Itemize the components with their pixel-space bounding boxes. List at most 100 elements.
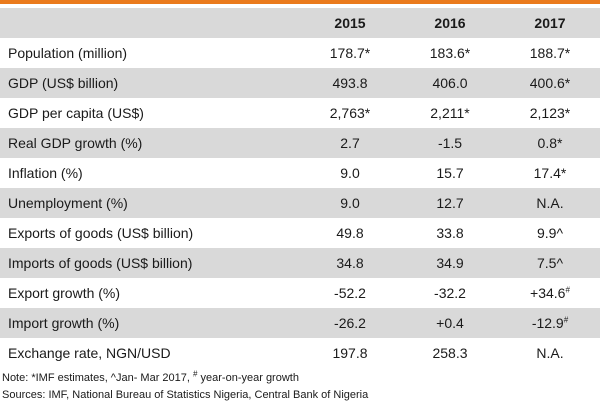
row-label: Imports of goods (US$ billion) [8, 255, 193, 271]
row-label: GDP per capita (US$) [8, 105, 144, 121]
note-hash-superscript: # [193, 369, 198, 379]
table-row: Unemployment (%) 9.0 12.7 N.A. [0, 188, 600, 218]
cell-value: 2.7 [340, 135, 360, 151]
cell-value: -12.9 [531, 315, 564, 331]
cell-value: 34.9 [436, 255, 464, 271]
row-label: Exchange rate, NGN/USD [8, 345, 171, 361]
table-row: Population (million) 178.7* 183.6* 188.7* [0, 38, 600, 68]
cell-value: 9.0 [340, 195, 360, 211]
value-cell-2015: 2,763* [300, 105, 400, 121]
cell-value: 9.9^ [536, 225, 564, 241]
value-cell-2016: 2,211* [400, 105, 500, 121]
cell-value: 33.8 [436, 225, 464, 241]
cell-superscript: # [565, 285, 570, 295]
note-prefix: Note: *IMF estimates, ^Jan- Mar 2017, [2, 372, 194, 384]
value-cell-2015: 49.8 [300, 225, 400, 241]
table-row: Exports of goods (US$ billion) 49.8 33.8 9.… [0, 218, 600, 248]
table-row: Exchange rate, NGN/USD 197.8 258.3 N.A. [0, 338, 600, 368]
cell-value: 15.7 [436, 165, 464, 181]
row-label: Population (million) [8, 45, 128, 61]
note-suffix: year-on-year growth [197, 372, 299, 384]
value-cell-2017: N.A. [500, 195, 600, 211]
cell-value: 493.8 [332, 75, 368, 91]
value-cell-2017: 7.5^ [500, 255, 600, 271]
cell-value: 258.3 [432, 345, 468, 361]
cell-value: 2,123* [529, 105, 571, 121]
cell-value: N.A. [536, 345, 564, 361]
table-row: Imports of goods (US$ billion) 34.8 34.9 7.… [0, 248, 600, 278]
cell-value: -26.2 [334, 315, 366, 331]
note-line: Note: *IMF estimates, ^Jan- Mar 2017, # … [2, 370, 368, 387]
table-row: GDP per capita (US$) 2,763* 2,211* 2,123* [0, 98, 600, 128]
table-row: Import growth (%) -26.2 +0.4 -12.9# [0, 308, 600, 338]
column-header-2015: 2015 [334, 15, 366, 31]
value-cell-2016: 406.0 [400, 75, 500, 91]
economic-indicators-table: 2015 2016 2017 Population (million) 178.7… [0, 8, 600, 368]
table-row: Real GDP growth (%) 2.7 -1.5 0.8* [0, 128, 600, 158]
cell-value: 197.8 [332, 345, 368, 361]
top-accent-bar [0, 0, 600, 4]
table-row: Inflation (%) 9.0 15.7 17.4* [0, 158, 600, 188]
table-notes: Note: *IMF estimates, ^Jan- Mar 2017, # … [2, 370, 368, 404]
value-cell-2017: 9.9^ [500, 225, 600, 241]
value-cell-2016: -1.5 [400, 135, 500, 151]
value-cell-2016: 258.3 [400, 345, 500, 361]
cell-value: 0.8* [537, 135, 563, 151]
cell-superscript: # [563, 315, 569, 325]
row-label: Exports of goods (US$ billion) [8, 225, 194, 241]
cell-value: -1.5 [437, 135, 463, 151]
value-cell-2017: 188.7* [500, 45, 600, 61]
value-cell-2017: 0.8* [500, 135, 600, 151]
value-cell-2016: +0.4 [400, 315, 500, 331]
value-cell-2017: 2,123* [500, 105, 600, 121]
row-label: Import growth (%) [8, 315, 120, 331]
value-cell-2017: 17.4* [500, 165, 600, 181]
column-header-2016: 2016 [434, 15, 466, 31]
row-label: Export growth (%) [8, 285, 121, 301]
value-cell-2017: 400.6* [500, 75, 600, 91]
cell-value: -52.2 [334, 285, 366, 301]
value-cell-2017: +34.6# [500, 285, 600, 301]
value-cell-2016: 34.9 [400, 255, 500, 271]
row-label: GDP (US$ billion) [8, 75, 119, 91]
cell-value: +0.4 [436, 315, 464, 331]
table-row: GDP (US$ billion) 493.8 406.0 400.6* [0, 68, 600, 98]
value-cell-2017: -12.9# [500, 315, 600, 331]
value-cell-2016: -32.2 [400, 285, 500, 301]
row-label: Unemployment (%) [8, 195, 128, 211]
table-body: Population (million) 178.7* 183.6* 188.7* GD… [0, 38, 600, 368]
column-header-2017: 2017 [534, 15, 566, 31]
value-cell-2015: 197.8 [300, 345, 400, 361]
cell-value: 2,211* [430, 105, 470, 121]
value-cell-2015: 178.7* [300, 45, 400, 61]
value-cell-2015: -52.2 [300, 285, 400, 301]
value-cell-2015: 34.8 [300, 255, 400, 271]
value-cell-2016: 12.7 [400, 195, 500, 211]
value-cell-2015: 9.0 [300, 165, 400, 181]
value-cell-2015: 493.8 [300, 75, 400, 91]
value-cell-2015: -26.2 [300, 315, 400, 331]
cell-value: 49.8 [336, 225, 364, 241]
cell-value: N.A. [536, 195, 564, 211]
cell-value: 7.5^ [536, 255, 564, 271]
table-header-row: 2015 2016 2017 [0, 8, 600, 38]
cell-value: 34.8 [336, 255, 364, 271]
cell-value: 400.6* [529, 75, 571, 91]
value-cell-2016: 15.7 [400, 165, 500, 181]
cell-value: -32.2 [434, 285, 466, 301]
sources-line: Sources: IMF, National Bureau of Statist… [2, 389, 369, 401]
cell-value: +34.6 [530, 285, 566, 301]
value-cell-2015: 9.0 [300, 195, 400, 211]
cell-value: 178.7* [329, 45, 371, 61]
cell-value: 188.7* [529, 45, 571, 61]
value-cell-2016: 33.8 [400, 225, 500, 241]
cell-value: 17.4* [533, 165, 567, 181]
value-cell-2016: 183.6* [400, 45, 500, 61]
cell-value: 183.6* [429, 45, 471, 61]
row-label: Real GDP growth (%) [8, 135, 143, 151]
cell-value: 9.0 [340, 165, 360, 181]
value-cell-2017: N.A. [500, 345, 600, 361]
row-label: Inflation (%) [8, 165, 83, 181]
table-row: Export growth (%) -52.2 -32.2 +34.6# [0, 278, 600, 308]
cell-value: 12.7 [436, 195, 464, 211]
